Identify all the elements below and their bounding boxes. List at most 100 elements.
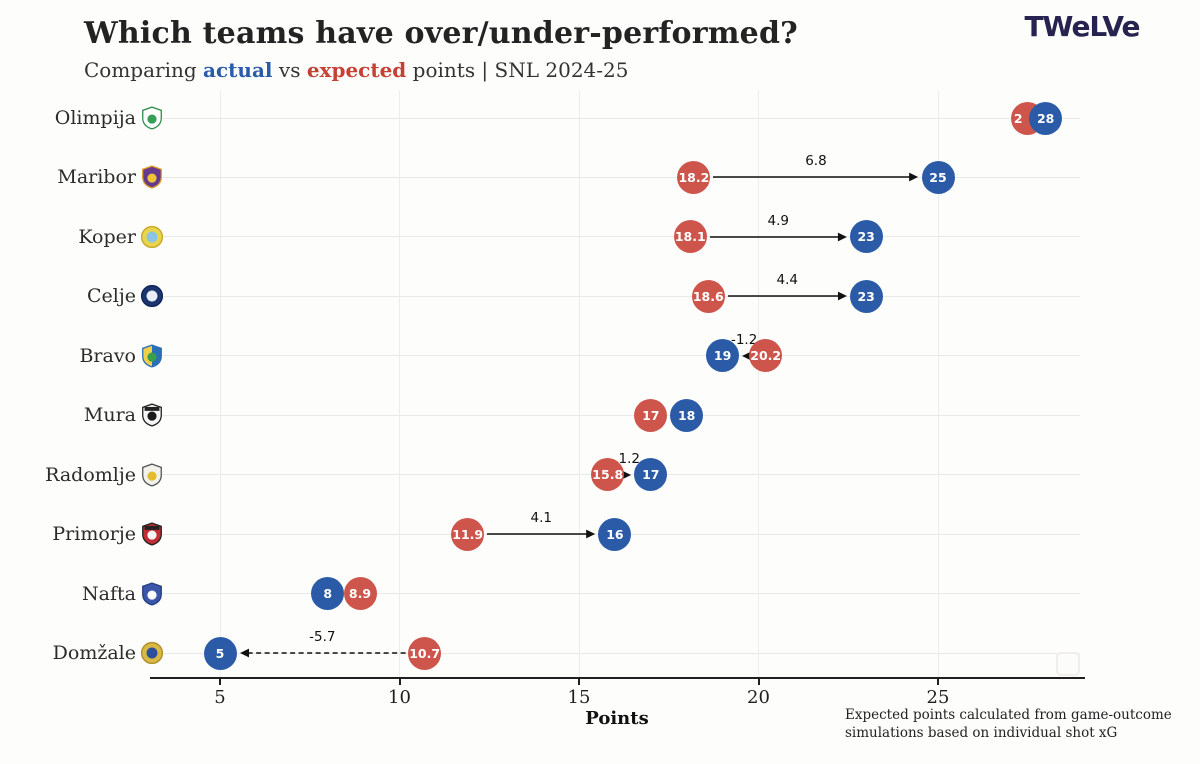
team-label-bravo: Bravo (79, 344, 136, 367)
actual-point-value: 28 (1036, 110, 1055, 126)
olimpija-logo-icon (141, 106, 163, 130)
diff-label: -1.2 (730, 331, 758, 348)
expected-point: 18.6 (691, 279, 725, 313)
subtitle-expected-word: expected (306, 58, 407, 82)
maribor-logo-icon (141, 165, 163, 190)
diff-label: -5.7 (309, 629, 336, 646)
diff-arrow (239, 648, 406, 658)
gridline-horizontal (150, 414, 1080, 416)
actual-point-value: 17 (642, 467, 660, 483)
diff-arrow (622, 470, 632, 480)
x-axis-tickmark (398, 679, 401, 685)
expected-point: 18.2 (677, 160, 711, 194)
actual-point-value: 16 (606, 526, 624, 542)
gridline-vertical (578, 90, 580, 677)
diff-label: 4.1 (530, 510, 553, 527)
x-axis-tick-label: 10 (388, 687, 411, 708)
diff-arrow (487, 529, 596, 539)
diff-arrow (742, 351, 752, 361)
x-axis-tickmark (219, 679, 221, 685)
actual-point-value: 25 (929, 169, 947, 185)
gridline-horizontal (150, 117, 1080, 119)
expected-point-value: 8.9 (348, 586, 372, 602)
primorje-logo-icon (141, 522, 163, 546)
subtitle-suffix: points | SNL 2024-25 (406, 58, 629, 82)
gridline-vertical (399, 90, 400, 677)
expected-point: 11.9 (451, 517, 485, 551)
expected-point: 17 (634, 398, 668, 432)
x-axis-tick-label: 15 (567, 687, 591, 708)
footnote-line-2: simulations based on individual shot xG (845, 725, 1118, 741)
domale-logo-icon (140, 641, 164, 665)
actual-point: 19 (706, 339, 740, 373)
expected-point: 8.9 (343, 577, 377, 611)
gridline-horizontal (150, 236, 1080, 238)
actual-point: 18 (670, 398, 704, 432)
watermark-icon (1056, 652, 1080, 676)
twelve-logo: TWeLVe (1024, 10, 1140, 43)
gridline-horizontal (150, 593, 1080, 595)
expected-point-value: 18.6 (692, 288, 724, 304)
diff-label: 6.8 (805, 153, 827, 170)
x-axis-line (150, 677, 1085, 679)
team-label-nafta: Nafta (82, 582, 136, 605)
expected-point: 20.2 (749, 339, 783, 373)
expected-point-value: 17 (642, 407, 660, 423)
team-label-koper: Koper (78, 225, 136, 248)
celje-logo-icon (140, 284, 164, 308)
actual-point: 23 (849, 220, 883, 254)
team-label-mura: Mura (83, 404, 136, 427)
expected-point-value: 11.9 (452, 526, 484, 542)
expected-point: 15.8 (591, 458, 625, 492)
diff-label: 4.9 (767, 212, 789, 229)
actual-point-value: 19 (713, 348, 732, 364)
actual-point-value: 8 (323, 586, 333, 602)
subtitle-prefix: Comparing (84, 58, 204, 82)
mura-logo-icon (141, 403, 163, 427)
gridline-horizontal (150, 176, 1080, 178)
gridline-vertical (219, 90, 221, 677)
diff-arrow (709, 232, 847, 242)
subtitle-middle: vs (272, 58, 307, 82)
team-label-radomlje: Radomlje (45, 463, 136, 486)
x-axis-tick-label: 25 (926, 687, 950, 708)
chart-subtitle: Comparing actual vs expected points | SN… (84, 58, 628, 82)
gridline-horizontal (150, 295, 1080, 297)
diff-arrow (713, 173, 919, 182)
actual-point-value: 18 (677, 407, 696, 423)
diff-label: 1.2 (618, 450, 640, 467)
actual-point-value: 23 (857, 288, 875, 304)
koper-logo-icon (140, 225, 164, 249)
team-label-olimpija: Olimpija (54, 107, 136, 129)
expected-point-value: 15.8 (592, 467, 624, 483)
actual-point-value: 23 (857, 229, 875, 245)
expected-point-value: 18.1 (674, 229, 706, 245)
radomlje-logo-icon (141, 463, 163, 487)
x-axis-tickmark (937, 679, 939, 685)
x-axis-label: Points (585, 708, 649, 729)
gridline-vertical (758, 90, 759, 677)
x-axis-tick-label: 20 (747, 687, 770, 708)
gridline-vertical (937, 90, 939, 677)
x-axis-tickmark (757, 679, 760, 685)
expected-point: 10.7 (408, 636, 442, 670)
subtitle-actual-word: actual (203, 58, 273, 82)
footnote-line-1: Expected points calculated from game-out… (845, 707, 1172, 723)
team-label-celje: Celje (87, 285, 136, 308)
bravo-logo-icon (141, 344, 163, 368)
actual-point: 23 (849, 279, 883, 313)
x-axis-tick-label: 5 (214, 687, 226, 708)
x-axis-tickmark (578, 679, 580, 685)
nafta-logo-icon (141, 581, 163, 606)
expected-point-value: 2 (1013, 110, 1023, 126)
expected-point-value: 18.2 (678, 169, 710, 185)
page-title: Which teams have over/under-performed? (84, 16, 798, 51)
diff-label: 4.4 (776, 272, 798, 289)
expected-point: 18.1 (673, 220, 707, 254)
gridline-horizontal (150, 652, 1080, 654)
actual-point: 8 (311, 577, 345, 611)
actual-point: 25 (921, 160, 955, 194)
gridline-horizontal (150, 355, 1080, 357)
actual-point: 28 (1029, 101, 1063, 135)
expected-point-value: 20.2 (750, 348, 782, 364)
